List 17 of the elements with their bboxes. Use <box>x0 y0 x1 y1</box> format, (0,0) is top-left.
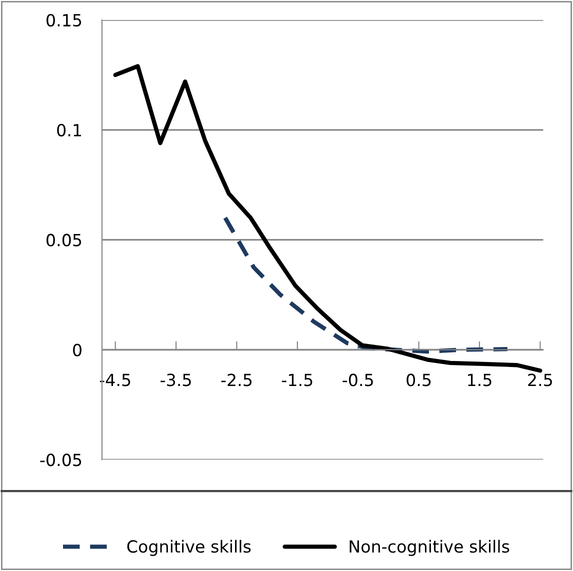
x-tick-label: -3.5 <box>160 374 191 386</box>
x-tick-label: -4.5 <box>100 374 130 386</box>
line-series <box>223 216 510 354</box>
x-tick-label: -1.5 <box>282 374 312 386</box>
legend-label: Cognitive skills <box>127 540 251 556</box>
y-tick-label: 0.15 <box>46 14 82 27</box>
legend-label: Non-cognitive skills <box>350 540 510 556</box>
line-series <box>113 64 542 373</box>
y-tick-label: -0.05 <box>40 454 82 466</box>
x-tick-label: -2.5 <box>221 374 252 386</box>
x-tick-label: 0.5 <box>406 374 431 386</box>
x-tick-label: 2.5 <box>528 374 552 386</box>
y-tick-label: 0.05 <box>46 234 82 246</box>
y-tick-label: 0.1 <box>57 124 82 136</box>
x-tick-label: -0.5 <box>342 374 373 386</box>
x-tick-label: 1.5 <box>468 374 492 386</box>
y-tick-label: 0 <box>73 344 82 356</box>
